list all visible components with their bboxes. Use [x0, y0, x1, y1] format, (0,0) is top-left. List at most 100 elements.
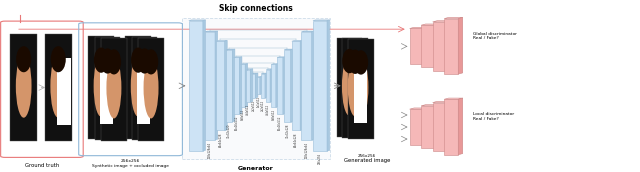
Bar — [100, 59, 113, 123]
Polygon shape — [250, 69, 253, 102]
Text: 32x32x128: 32x32x128 — [285, 123, 289, 138]
Ellipse shape — [342, 57, 357, 116]
Ellipse shape — [348, 57, 363, 116]
Bar — [433, 103, 447, 152]
Ellipse shape — [16, 46, 31, 72]
Bar — [266, 69, 270, 102]
Bar — [348, 39, 374, 139]
Ellipse shape — [100, 56, 115, 118]
Text: Generator: Generator — [238, 166, 274, 171]
Text: 256x256: 256x256 — [318, 153, 322, 164]
Polygon shape — [203, 20, 205, 151]
Bar — [95, 37, 120, 140]
Bar — [433, 22, 447, 71]
Ellipse shape — [353, 58, 369, 117]
Polygon shape — [433, 21, 451, 22]
Text: 4x4x512: 4x4x512 — [266, 104, 270, 115]
Text: 2x2x512: 2x2x512 — [252, 100, 255, 111]
Text: Global discriminator
Real / Fake?: Global discriminator Real / Fake? — [473, 32, 517, 40]
Text: 1x1x512: 1x1x512 — [256, 96, 260, 107]
Polygon shape — [265, 73, 268, 98]
Polygon shape — [239, 57, 242, 114]
Polygon shape — [312, 31, 314, 140]
Polygon shape — [292, 40, 303, 41]
Bar — [410, 109, 424, 145]
Bar — [444, 99, 458, 155]
Polygon shape — [327, 20, 330, 151]
Text: 256x256: 256x256 — [358, 154, 376, 158]
Bar — [313, 21, 327, 151]
Ellipse shape — [137, 56, 152, 118]
Ellipse shape — [131, 47, 145, 73]
Polygon shape — [447, 101, 451, 152]
Bar — [234, 57, 239, 114]
Polygon shape — [435, 105, 440, 148]
Text: Synthetic image + occluded image: Synthetic image + occluded image — [92, 164, 169, 168]
Polygon shape — [215, 31, 218, 140]
Polygon shape — [447, 21, 451, 71]
Text: 8x8x512: 8x8x512 — [241, 109, 245, 120]
Polygon shape — [313, 20, 330, 21]
Bar — [421, 106, 435, 148]
Polygon shape — [421, 105, 440, 106]
Bar — [257, 77, 260, 94]
Bar — [101, 38, 127, 141]
Polygon shape — [435, 24, 440, 67]
Bar — [125, 36, 151, 139]
Bar — [138, 38, 164, 141]
Polygon shape — [260, 77, 262, 94]
Bar — [137, 59, 150, 123]
Bar — [292, 41, 300, 130]
Bar — [252, 74, 255, 98]
Bar — [246, 69, 250, 102]
Text: Generated image: Generated image — [344, 158, 390, 163]
Polygon shape — [284, 49, 293, 50]
Ellipse shape — [354, 50, 368, 75]
Bar — [421, 25, 435, 67]
Ellipse shape — [93, 55, 109, 117]
Polygon shape — [301, 31, 314, 32]
Polygon shape — [444, 98, 463, 99]
Text: 2x2x512: 2x2x512 — [261, 100, 265, 111]
Ellipse shape — [131, 55, 146, 117]
Polygon shape — [444, 17, 463, 19]
Bar — [226, 50, 232, 122]
Text: 128x128x64: 128x128x64 — [208, 142, 212, 158]
Ellipse shape — [342, 49, 356, 73]
Ellipse shape — [107, 49, 121, 74]
Ellipse shape — [106, 57, 122, 119]
Polygon shape — [424, 108, 428, 145]
Polygon shape — [255, 73, 258, 98]
Bar — [284, 50, 291, 122]
Polygon shape — [421, 24, 440, 25]
Ellipse shape — [143, 57, 159, 119]
Polygon shape — [410, 27, 428, 29]
Polygon shape — [458, 17, 463, 74]
Text: 256x256: 256x256 — [121, 159, 140, 163]
Polygon shape — [205, 31, 218, 32]
Ellipse shape — [94, 47, 108, 73]
Bar — [189, 21, 203, 151]
Polygon shape — [261, 73, 268, 74]
Polygon shape — [216, 40, 227, 41]
Text: 16x16x512: 16x16x512 — [234, 116, 239, 130]
Text: 16x16x512: 16x16x512 — [278, 116, 282, 130]
Ellipse shape — [16, 54, 31, 118]
Bar — [301, 32, 312, 140]
Polygon shape — [226, 49, 235, 50]
Bar — [261, 74, 265, 98]
Text: 128x128x64: 128x128x64 — [305, 142, 308, 158]
Bar — [241, 64, 245, 107]
Bar — [410, 29, 424, 64]
Ellipse shape — [144, 49, 158, 74]
Bar — [444, 19, 458, 74]
Bar — [354, 60, 367, 123]
Polygon shape — [291, 49, 293, 122]
Polygon shape — [189, 20, 205, 21]
Polygon shape — [433, 101, 451, 103]
Polygon shape — [270, 69, 273, 102]
Text: 8x8x512: 8x8x512 — [271, 109, 276, 120]
Bar — [10, 34, 37, 141]
Bar — [88, 36, 114, 139]
Ellipse shape — [100, 48, 115, 74]
